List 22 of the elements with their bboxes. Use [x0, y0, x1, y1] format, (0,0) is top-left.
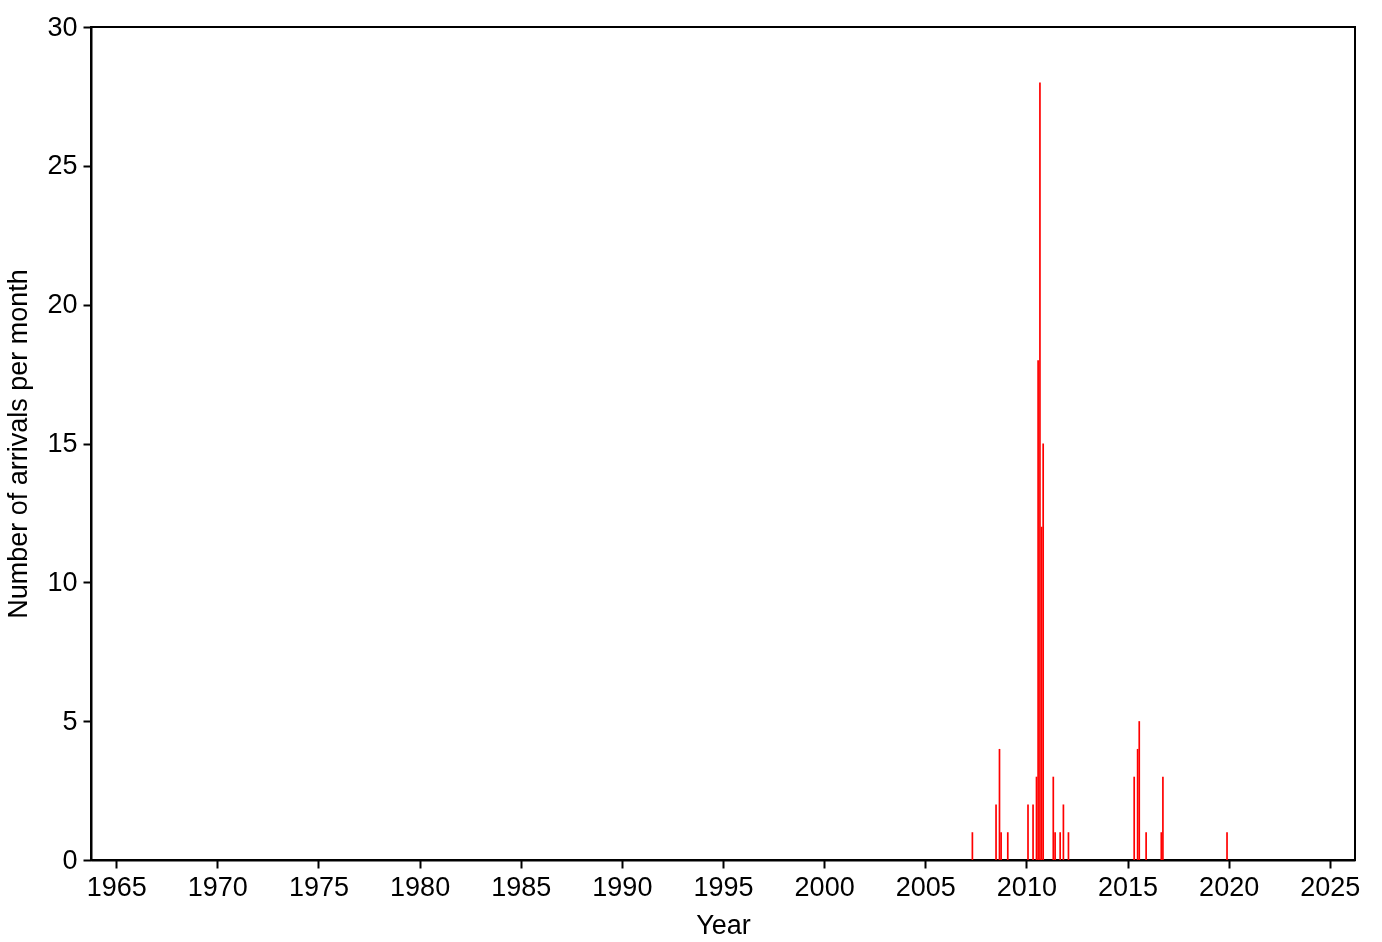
x-tick-label: 1970	[187, 871, 248, 902]
x-tick-label: 1975	[288, 871, 350, 902]
x-tick-label: 1985	[491, 871, 552, 902]
x-tick-label: 2005	[895, 871, 956, 902]
y-tick-label: 0	[62, 844, 78, 875]
y-tick-label: 15	[47, 428, 78, 458]
x-tick-label: 1990	[592, 871, 653, 902]
x-tick-label: 1995	[693, 871, 754, 902]
x-tick-label: 2025	[1300, 871, 1361, 902]
y-tick-label: 20	[47, 289, 78, 320]
x-tick-label: 1965	[86, 871, 147, 902]
y-tick-label: 30	[47, 11, 78, 42]
y-tick-label: 10	[47, 566, 78, 597]
x-tick-label: 2020	[1199, 871, 1260, 902]
x-tick-label: 2000	[794, 871, 855, 902]
x-tick-label: 2010	[996, 871, 1057, 902]
x-tick-label: 2015	[1097, 871, 1159, 902]
x-axis-title: Year	[696, 909, 751, 940]
y-tick-label: 25	[47, 150, 78, 181]
y-tick-label: 5	[62, 705, 78, 736]
x-tick-label: 1980	[390, 871, 451, 902]
y-axis-title: Number of arrivals per month	[3, 269, 34, 619]
